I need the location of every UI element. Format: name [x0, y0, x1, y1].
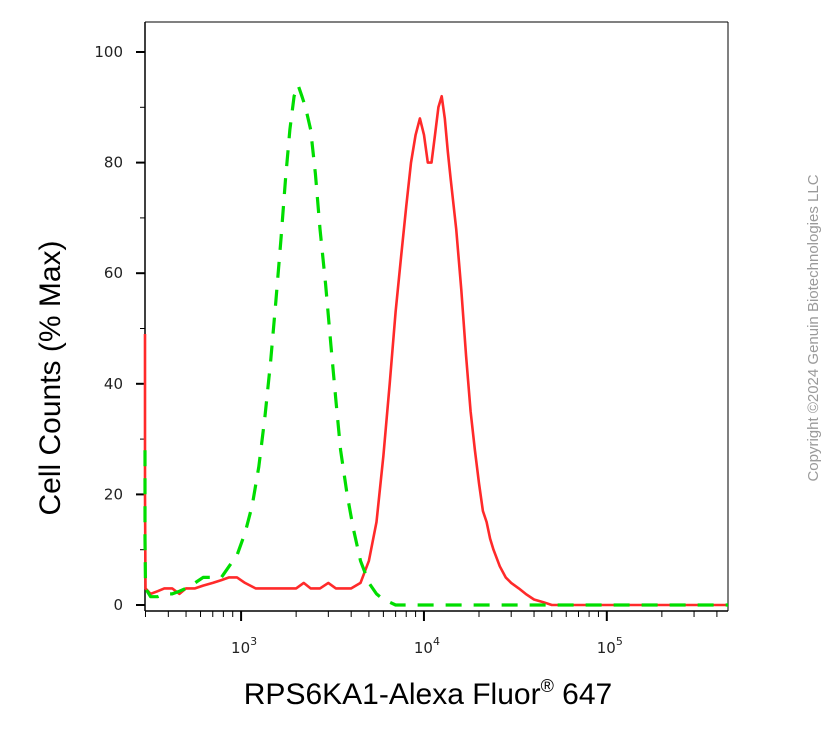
y-tick-label: 20 — [104, 485, 123, 503]
y-tick-label: 80 — [104, 154, 123, 172]
y-ticks: 0 20 40 60 80 100 — [94, 43, 145, 614]
y-axis-title: Cell Counts (% Max) — [34, 240, 67, 515]
y-tick-label: 100 — [94, 43, 123, 61]
series-line-green-dashed — [143, 83, 728, 607]
y-tick-label: 60 — [104, 264, 123, 282]
x-tick-label: 103 — [231, 635, 257, 657]
y-tick-label: 0 — [113, 596, 123, 614]
y-tick-label: 40 — [104, 375, 123, 393]
axes — [144, 21, 729, 612]
x-ticks: 103 104 105 — [144, 611, 718, 657]
x-tick-label: 104 — [414, 635, 440, 657]
x-axis-title-suffix: 647 — [554, 678, 612, 711]
series-layer — [143, 83, 728, 607]
series-line-red-solid — [143, 94, 728, 607]
copyright-notice: Copyright ©2024 Genuin Biotechnologies L… — [805, 174, 822, 481]
x-axis-title-registered-mark: ® — [541, 676, 554, 696]
x-tick-label: 105 — [597, 635, 623, 657]
x-axis-title-main: RPS6KA1-Alexa Fluor — [244, 678, 541, 711]
x-axis-title: RPS6KA1-Alexa Fluor® 647 — [244, 676, 612, 711]
